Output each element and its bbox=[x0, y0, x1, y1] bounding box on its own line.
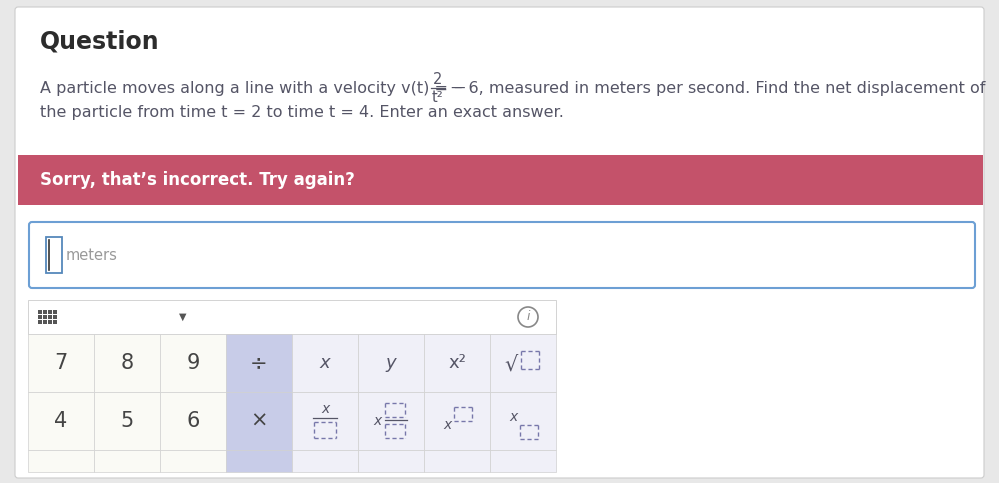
Bar bbox=[43, 310, 47, 314]
Bar bbox=[226, 392, 292, 450]
Bar bbox=[490, 334, 556, 392]
Bar bbox=[358, 334, 424, 392]
Text: x²: x² bbox=[449, 354, 466, 372]
Bar bbox=[292, 334, 358, 392]
Text: ×: × bbox=[251, 411, 268, 431]
Bar bbox=[424, 450, 490, 472]
Text: t²: t² bbox=[433, 90, 444, 105]
Bar bbox=[94, 450, 160, 472]
Text: 2: 2 bbox=[434, 71, 443, 86]
Bar bbox=[226, 334, 292, 392]
Text: 7: 7 bbox=[54, 353, 68, 373]
Text: the particle from time t = 2 to time t = 4. Enter an exact answer.: the particle from time t = 2 to time t =… bbox=[40, 105, 563, 120]
Bar bbox=[94, 392, 160, 450]
Bar bbox=[28, 300, 556, 334]
Bar bbox=[43, 320, 47, 324]
Bar bbox=[490, 450, 556, 472]
Bar bbox=[94, 334, 160, 392]
Bar bbox=[38, 310, 42, 314]
Circle shape bbox=[518, 307, 538, 327]
Text: Question: Question bbox=[40, 30, 160, 54]
Bar bbox=[43, 315, 47, 319]
Bar bbox=[160, 392, 226, 450]
Bar bbox=[48, 320, 52, 324]
Bar bbox=[38, 315, 42, 319]
Bar bbox=[48, 315, 52, 319]
Bar bbox=[358, 392, 424, 450]
Text: meters: meters bbox=[66, 247, 118, 262]
Text: x: x bbox=[373, 414, 382, 428]
Text: x: x bbox=[321, 402, 329, 416]
Text: 4: 4 bbox=[54, 411, 68, 431]
Bar bbox=[160, 450, 226, 472]
Text: 9: 9 bbox=[186, 353, 200, 373]
Text: i: i bbox=[526, 311, 529, 324]
Bar bbox=[226, 450, 292, 472]
Text: − 6, measured in meters per second. Find the net displacement of: − 6, measured in meters per second. Find… bbox=[450, 81, 985, 96]
Bar bbox=[292, 392, 358, 450]
Text: x: x bbox=[508, 410, 517, 424]
Text: x: x bbox=[443, 418, 452, 432]
Bar bbox=[28, 334, 94, 392]
FancyBboxPatch shape bbox=[29, 222, 975, 288]
Text: √: √ bbox=[504, 355, 517, 375]
Text: ÷: ÷ bbox=[250, 353, 268, 373]
Text: ▼: ▼ bbox=[179, 312, 187, 322]
Bar bbox=[424, 334, 490, 392]
Bar bbox=[53, 310, 57, 314]
Bar bbox=[490, 392, 556, 450]
FancyBboxPatch shape bbox=[46, 237, 62, 273]
Text: Sorry, that’s incorrect. Try again?: Sorry, that’s incorrect. Try again? bbox=[40, 171, 355, 189]
Text: A particle moves along a line with a velocity v(t) = −: A particle moves along a line with a vel… bbox=[40, 81, 467, 96]
Bar bbox=[28, 450, 94, 472]
FancyBboxPatch shape bbox=[15, 7, 984, 478]
Bar bbox=[28, 392, 94, 450]
Text: y: y bbox=[386, 354, 397, 372]
Bar bbox=[424, 392, 490, 450]
Text: x: x bbox=[320, 354, 331, 372]
Text: 5: 5 bbox=[120, 411, 134, 431]
Bar bbox=[48, 310, 52, 314]
Bar bbox=[53, 320, 57, 324]
Bar bbox=[292, 450, 358, 472]
Bar bbox=[38, 320, 42, 324]
Bar bbox=[160, 334, 226, 392]
Bar bbox=[53, 315, 57, 319]
Bar bbox=[18, 155, 983, 205]
Text: 6: 6 bbox=[186, 411, 200, 431]
Bar bbox=[358, 450, 424, 472]
Text: 8: 8 bbox=[121, 353, 134, 373]
